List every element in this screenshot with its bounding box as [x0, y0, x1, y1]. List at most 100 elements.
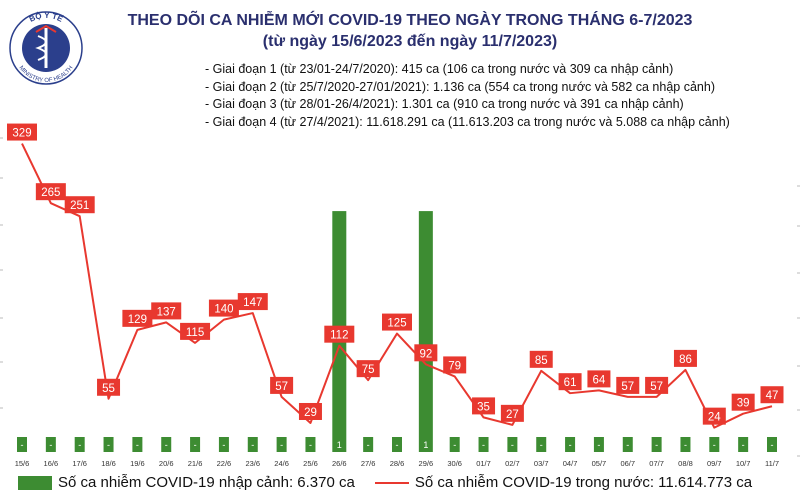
imported-bar-label: -: [569, 440, 572, 450]
data-label-box: [731, 393, 755, 411]
data-label-box: [324, 325, 355, 343]
data-label-box: [443, 356, 467, 374]
data-label-box: [645, 376, 669, 394]
x-tick-label: 04/7: [563, 459, 578, 468]
data-label-box: [558, 373, 582, 391]
x-tick-label: 15/6: [15, 459, 30, 468]
imported-bar: [449, 437, 460, 452]
x-tick-label: 01/7: [476, 459, 491, 468]
imported-bar: [622, 437, 633, 452]
data-label-box: [298, 402, 322, 420]
data-label-box: [702, 407, 726, 425]
imported-bar-label: -: [511, 440, 514, 450]
x-tick-label: 02/7: [505, 459, 520, 468]
x-tick-label: 24/6: [274, 459, 289, 468]
data-label-box: [529, 350, 553, 368]
imported-bar: [767, 437, 777, 452]
data-label: 86: [679, 354, 692, 366]
data-label: 57: [650, 381, 663, 393]
imported-bar: [651, 437, 662, 452]
x-tick-label: 29/6: [419, 459, 434, 468]
data-label-box: [414, 344, 438, 362]
x-tick-label: 10/7: [736, 459, 751, 468]
data-label: 147: [243, 297, 262, 309]
note-period-2: - Giai đoạn 2 (từ 25/7/2020-27/01/2021):…: [205, 79, 715, 94]
imported-bar-label: -: [453, 440, 456, 450]
page-title: THEO DÕI CA NHIỄM MỚI COVID-19 THEO NGÀY…: [100, 10, 720, 52]
data-label-box: [673, 349, 697, 367]
imported-bar: [418, 211, 433, 452]
data-label: 57: [275, 381, 288, 393]
imported-bar-label: -: [684, 440, 687, 450]
imported-bar: [392, 437, 402, 452]
legend-domestic-label: Số ca nhiễm COVID-19 trong nước: 11.614.…: [414, 474, 753, 491]
x-tick-label: 03/7: [534, 459, 549, 468]
imported-bar-label: -: [626, 440, 629, 450]
data-label: 24: [708, 412, 721, 424]
x-tick-label: 07/7: [649, 459, 664, 468]
data-label: 112: [330, 330, 348, 342]
data-label-box: [97, 378, 121, 396]
x-tick-label: 08/8: [678, 459, 693, 468]
imported-bar: [45, 437, 56, 452]
title-line-1: THEO DÕI CA NHIỄM MỚI COVID-19 THEO NGÀY…: [127, 12, 693, 29]
legend-bar-swatch: [18, 475, 52, 490]
imported-bar: [247, 437, 258, 452]
imported-bar-label: -: [396, 440, 399, 450]
x-tick-label: 17/6: [72, 459, 87, 468]
imported-bar-label: -: [367, 440, 370, 450]
data-label-box: [760, 386, 784, 404]
data-label: 79: [448, 360, 461, 372]
title-line-2: (từ ngày 15/6/2023 đến ngày 11/7/2023): [262, 33, 558, 50]
data-label: 29: [304, 407, 317, 419]
ministry-logo: BỘ Y TẾ MINISTRY OF HEALTH: [8, 6, 84, 90]
data-label: 55: [102, 383, 115, 395]
data-label-box: [151, 302, 182, 320]
x-tick-label: 21/6: [188, 459, 203, 468]
imported-bar: [363, 437, 374, 452]
data-label: 265: [41, 187, 60, 199]
data-label: 129: [128, 314, 147, 326]
data-label: 329: [12, 128, 31, 140]
legend-imported-label: Số ca nhiễm COVID-19 nhập cảnh: 6.370 ca: [58, 474, 355, 491]
note-period-4: - Giai đoạn 4 (từ 27/4/2021): 11.618.291…: [205, 114, 730, 129]
data-label-box: [122, 309, 153, 327]
imported-bar: [190, 437, 201, 452]
imported-bar-label: -: [136, 440, 139, 450]
data-label: 61: [564, 377, 577, 389]
data-label-box: [500, 404, 524, 422]
data-label: 137: [157, 306, 176, 318]
x-tick-label: 18/6: [101, 459, 116, 468]
x-tick-label: 06/7: [620, 459, 635, 468]
data-label-box: [472, 397, 496, 415]
svg-text:BỘ Y TẾ: BỘ Y TẾ: [28, 11, 65, 24]
data-label-box: [64, 196, 95, 214]
imported-bar: [103, 437, 114, 452]
x-tick-label: 09/7: [707, 459, 722, 468]
note-period-1: - Giai đoạn 1 (từ 23/01-24/7/2020): 415 …: [205, 62, 674, 76]
imported-bar-label: -: [713, 440, 716, 450]
data-label: 251: [70, 200, 89, 212]
x-tick-label: 28/6: [390, 459, 405, 468]
data-label-box: [382, 313, 412, 331]
imported-bar: [593, 437, 604, 452]
logo-text-top: BỘ Y TẾ: [28, 11, 65, 24]
imported-bar-label: -: [107, 440, 110, 450]
data-label-box: [616, 376, 640, 394]
imported-bar: [161, 437, 172, 452]
domestic-cases-line: [21, 143, 773, 429]
data-label: 92: [419, 348, 432, 360]
imported-bar: [478, 437, 489, 452]
imported-bar-label: -: [597, 440, 600, 450]
imported-bar-label: -: [771, 440, 774, 450]
data-label-box: [180, 322, 211, 340]
imported-bar: [218, 437, 229, 452]
data-label: 125: [387, 318, 406, 330]
data-label-box: [237, 293, 268, 311]
legend-line-swatch: [374, 481, 409, 484]
x-tick-label: 25/6: [303, 459, 318, 468]
imported-bar-label: -: [655, 440, 658, 450]
chart-legend: Số ca nhiễm COVID-19 nhập cảnh: 6.370 ca…: [18, 474, 752, 491]
data-label: 35: [477, 401, 490, 413]
imported-bar-label: -: [165, 440, 168, 450]
